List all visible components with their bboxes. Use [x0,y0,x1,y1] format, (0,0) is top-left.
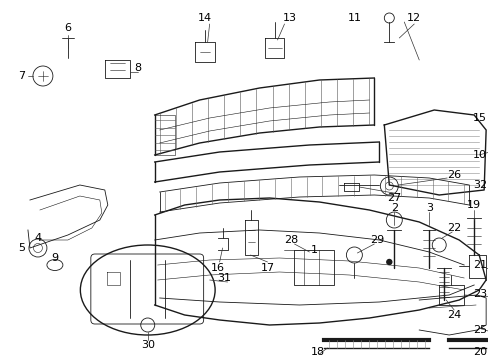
Text: 30: 30 [141,340,154,350]
Text: 24: 24 [446,310,460,320]
Text: 1: 1 [310,245,317,255]
Text: 17: 17 [260,263,274,273]
Text: 16: 16 [210,263,224,273]
Text: 32: 32 [472,180,486,190]
Text: 5: 5 [19,243,25,253]
Text: 4: 4 [34,233,41,243]
Text: 8: 8 [134,63,141,73]
Text: 6: 6 [64,23,71,33]
Text: 28: 28 [284,235,298,245]
Text: 29: 29 [369,235,384,245]
Text: 18: 18 [310,347,324,357]
Text: 26: 26 [446,170,460,180]
Text: 2: 2 [390,203,397,213]
Text: 22: 22 [446,223,460,233]
Text: 25: 25 [472,325,486,335]
Text: 21: 21 [472,260,486,270]
Text: 15: 15 [472,113,486,123]
Text: 7: 7 [19,71,25,81]
Text: 14: 14 [197,13,211,23]
Circle shape [386,260,391,265]
Text: 10: 10 [472,150,486,160]
Text: 27: 27 [386,193,401,203]
Text: 9: 9 [51,253,59,263]
Text: 12: 12 [407,13,421,23]
Text: 11: 11 [346,13,361,23]
Text: 31: 31 [217,273,231,283]
Text: 3: 3 [425,203,432,213]
Text: 19: 19 [466,200,480,210]
Text: 20: 20 [472,347,486,357]
Text: 13: 13 [282,13,296,23]
Text: 23: 23 [472,289,486,299]
